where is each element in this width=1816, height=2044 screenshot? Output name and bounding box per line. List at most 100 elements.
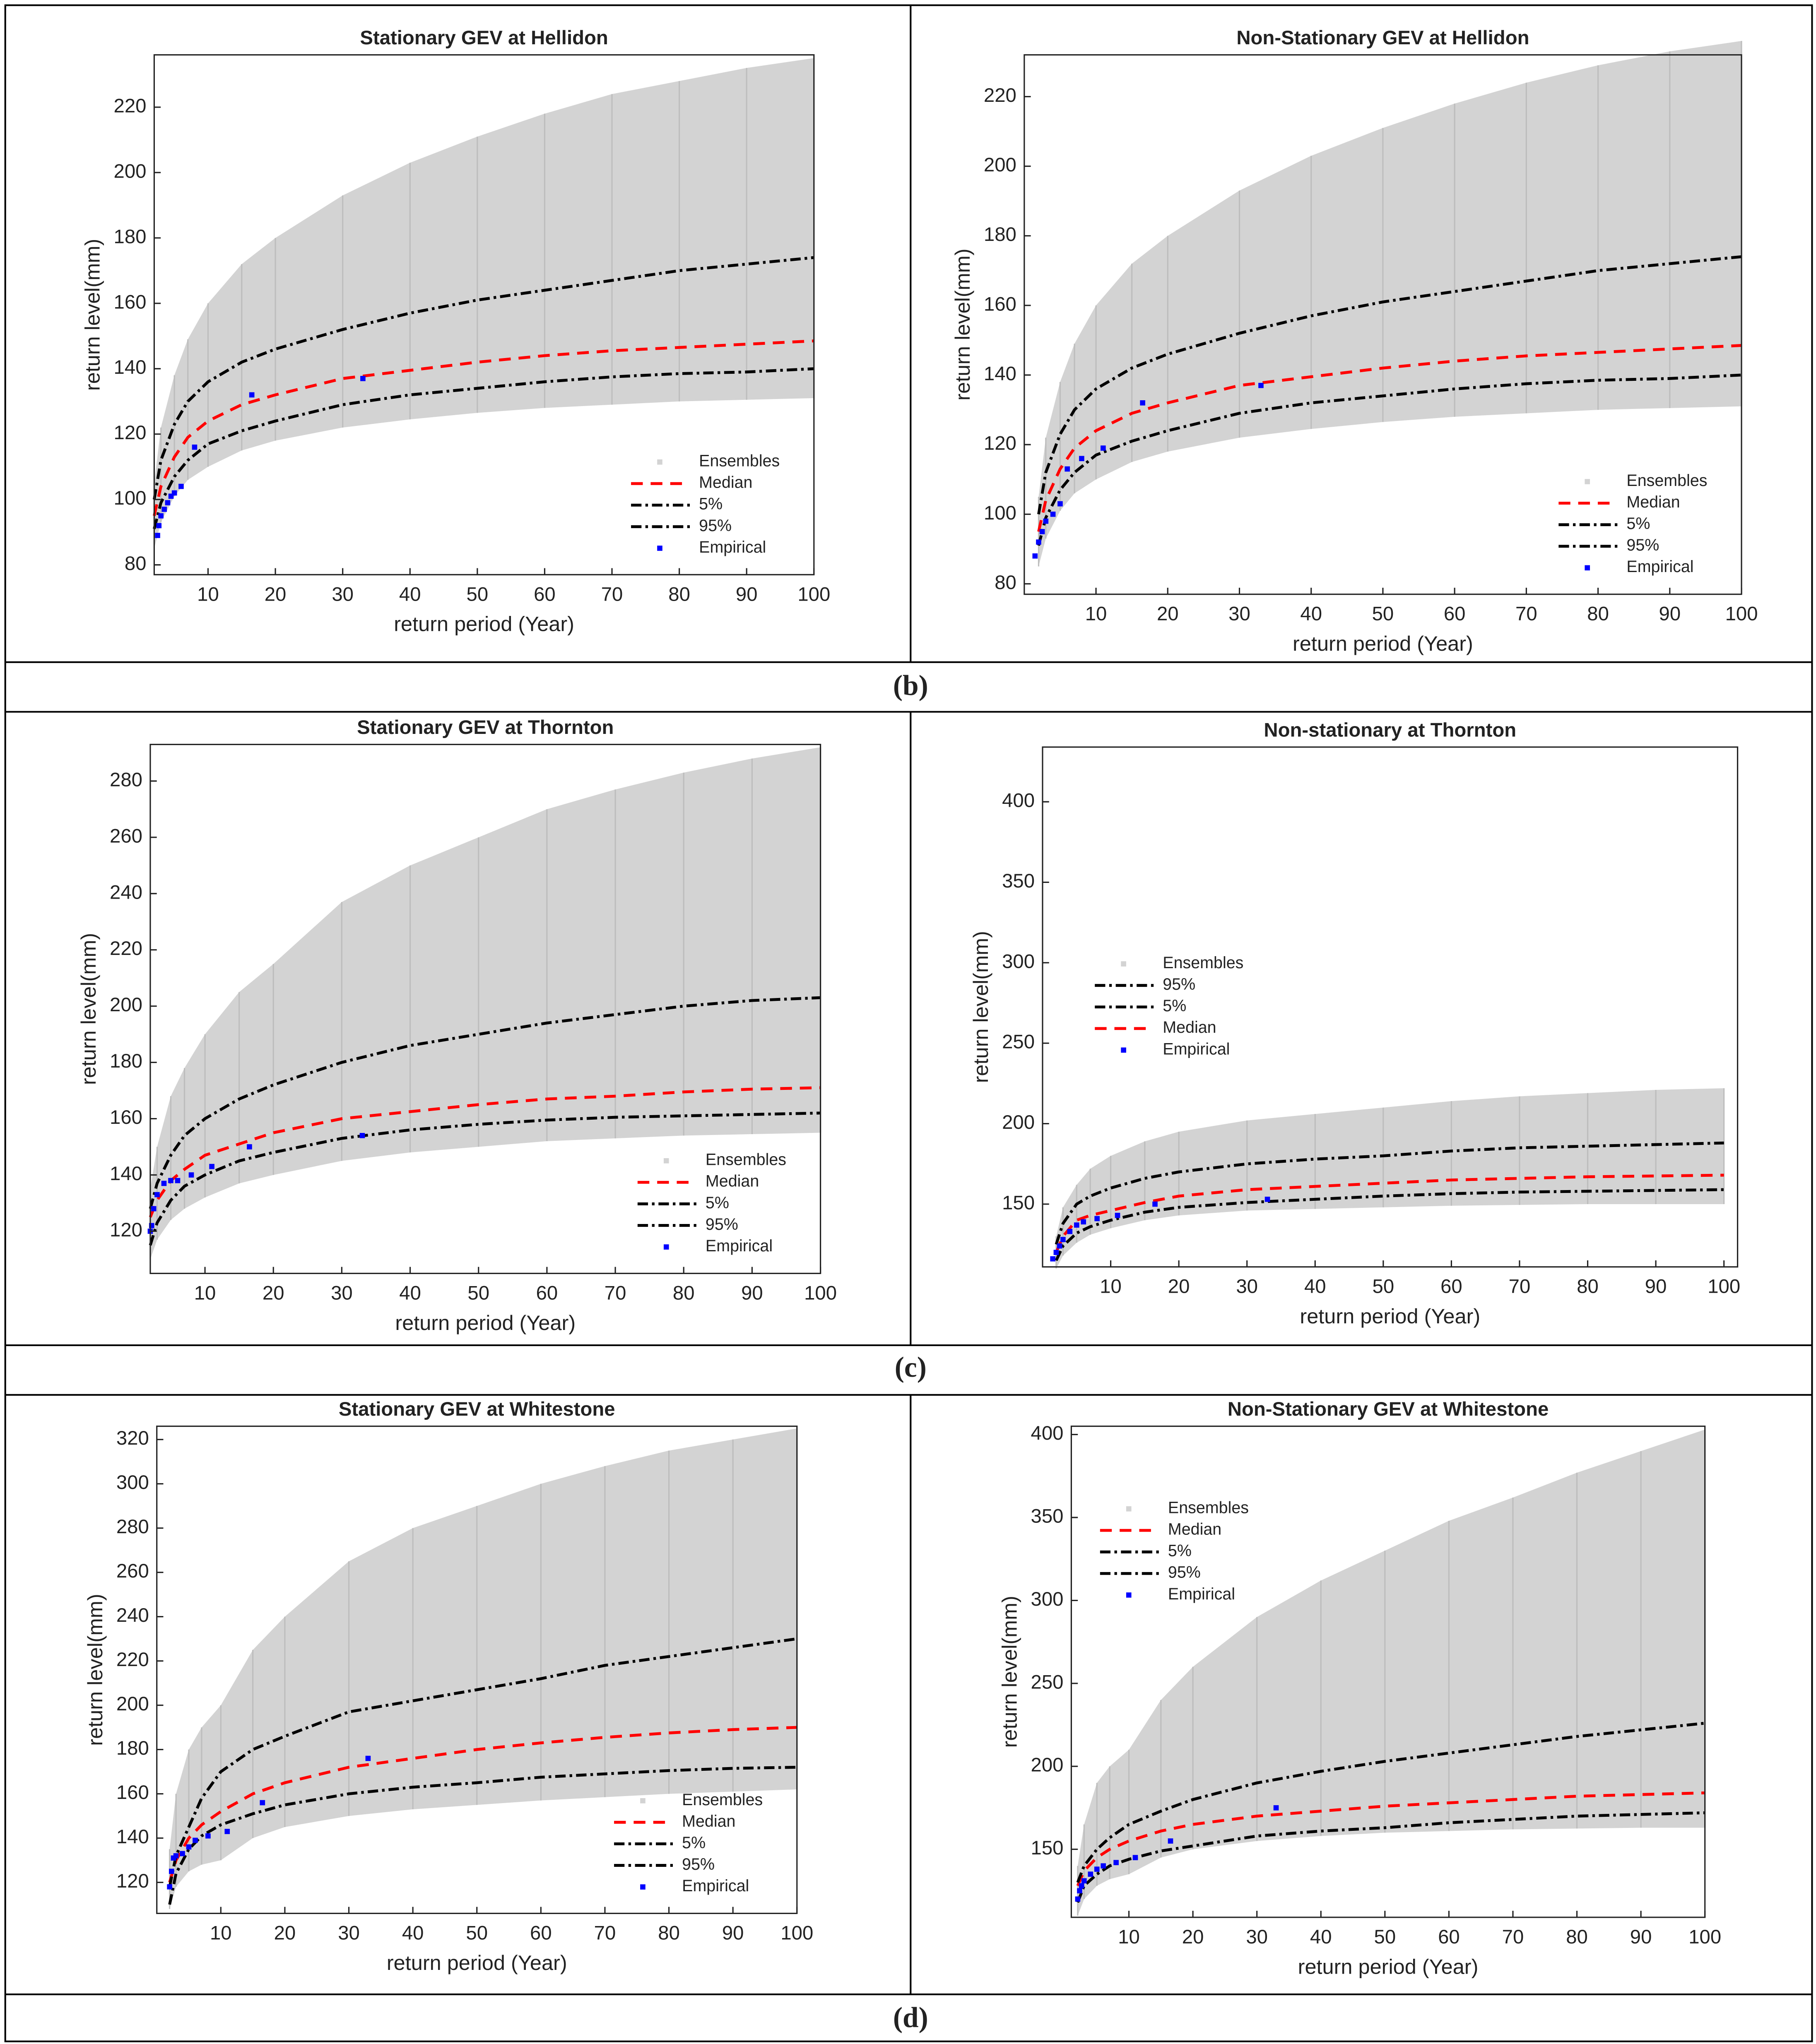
y-tick-label: 220 — [110, 938, 142, 959]
y-tick-label: 120 — [984, 433, 1016, 454]
y-tick-label: 250 — [1002, 1031, 1035, 1053]
y-tick-label: 240 — [116, 1604, 149, 1626]
x-axis-label: return period (Year) — [387, 1951, 567, 1974]
empirical-point — [1094, 1866, 1100, 1872]
y-axis-label: return level(mm) — [969, 931, 992, 1083]
legend-label: 5% — [682, 1834, 706, 1852]
empirical-point — [1032, 553, 1038, 559]
y-tick-label: 350 — [1002, 870, 1035, 892]
empirical-point — [156, 523, 162, 529]
legend-marker — [663, 1158, 669, 1164]
x-tick-label: 40 — [399, 1282, 421, 1304]
x-axis-label: return period (Year) — [1293, 632, 1473, 655]
y-tick-label: 400 — [1031, 1422, 1064, 1444]
series-line — [1037, 373, 1742, 546]
y-tick-label: 260 — [116, 1560, 149, 1582]
x-tick-label: 40 — [402, 1922, 424, 1944]
ensemble-band — [1038, 41, 1742, 567]
y-tick-label: 180 — [984, 224, 1016, 245]
y-tick-label: 120 — [114, 422, 147, 444]
empirical-point — [165, 500, 171, 505]
empirical-point — [1168, 1838, 1173, 1844]
empirical-point — [158, 513, 164, 519]
legend-marker — [663, 1244, 669, 1250]
legend-label: Empirical — [1626, 558, 1693, 576]
x-tick-label: 40 — [1310, 1926, 1332, 1948]
legend-marker — [657, 459, 662, 465]
x-tick-label: 60 — [534, 583, 556, 605]
x-axis-label: return period (Year) — [394, 612, 574, 636]
x-tick-label: 10 — [1100, 1276, 1122, 1298]
y-tick-label: 140 — [110, 1163, 142, 1185]
empirical-point — [1039, 529, 1045, 534]
ensemble-band — [1056, 1088, 1724, 1269]
ensemble-band — [154, 58, 814, 549]
legend-label: Empirical — [706, 1237, 773, 1255]
legend-marker — [1585, 479, 1590, 484]
legend-label: 95% — [1626, 536, 1659, 554]
empirical-point — [1057, 501, 1063, 507]
x-tick-label: 90 — [722, 1922, 744, 1944]
x-tick-label: 80 — [658, 1922, 680, 1944]
empirical-point — [224, 1829, 230, 1834]
legend-label: Median — [1626, 493, 1680, 511]
plot-border — [1070, 1425, 1706, 1918]
x-tick-label: 60 — [1440, 1276, 1462, 1298]
empirical-point — [1094, 1216, 1100, 1222]
y-tick-label: 160 — [116, 1782, 149, 1804]
y-tick-label: 180 — [114, 226, 147, 248]
y-tick-label: 300 — [116, 1472, 149, 1493]
legend-label: Ensembles — [1163, 954, 1243, 972]
legend-label: Median — [706, 1172, 759, 1190]
x-tick-label: 70 — [594, 1922, 616, 1944]
y-tick-label: 140 — [114, 356, 147, 378]
legend-marker — [1126, 1506, 1132, 1512]
x-tick-label: 60 — [530, 1922, 552, 1944]
series-line — [152, 256, 814, 500]
legend-label: Ensembles — [699, 452, 780, 470]
empirical-point — [1065, 466, 1070, 472]
y-tick-label: 160 — [984, 293, 1016, 315]
series-line — [1076, 1722, 1705, 1883]
legend-marker — [657, 546, 662, 551]
legend-label: 95% — [699, 517, 732, 535]
x-tick-label: 30 — [332, 583, 354, 605]
series-line — [149, 1111, 821, 1246]
x-tick-label: 10 — [1118, 1926, 1140, 1948]
series-line — [149, 996, 821, 1209]
empirical-point — [1140, 400, 1145, 406]
legend-marker — [1121, 1047, 1126, 1053]
y-tick-label: 180 — [110, 1050, 142, 1072]
y-tick-label: 200 — [114, 160, 147, 182]
empirical-point — [1081, 1878, 1087, 1884]
x-tick-label: 100 — [797, 583, 830, 605]
y-tick-label: 200 — [1031, 1754, 1064, 1776]
y-tick-label: 220 — [114, 95, 147, 117]
outer-frame — [4, 4, 1813, 2042]
empirical-point — [1152, 1201, 1158, 1207]
empirical-point — [192, 444, 197, 450]
empirical-point — [260, 1800, 265, 1806]
x-tick-label: 50 — [1374, 1926, 1396, 1948]
y-tick-label: 140 — [984, 363, 1016, 385]
legend-label: Empirical — [682, 1877, 749, 1895]
legend-label: Median — [1163, 1018, 1216, 1036]
empirical-point — [1079, 456, 1084, 462]
legend-label: Empirical — [1163, 1040, 1230, 1058]
chart-title: Non-stationary at Thornton — [1264, 719, 1516, 741]
empirical-point — [169, 1868, 174, 1874]
y-tick-label: 320 — [116, 1427, 149, 1449]
legend-marker — [640, 1798, 645, 1804]
ensemble-band — [1077, 1429, 1705, 1916]
empirical-point — [249, 392, 255, 398]
x-tick-label: 80 — [1566, 1926, 1588, 1948]
empirical-point — [205, 1833, 211, 1839]
legend-label: 95% — [1168, 1563, 1201, 1582]
legend-label: Median — [682, 1812, 735, 1830]
legend-label: 5% — [1168, 1542, 1192, 1560]
empirical-point — [359, 1133, 365, 1138]
legend-label: Ensembles — [1168, 1499, 1249, 1517]
empirical-point — [175, 1178, 181, 1183]
x-tick-label: 70 — [1502, 1926, 1524, 1948]
empirical-point — [1060, 1237, 1066, 1242]
